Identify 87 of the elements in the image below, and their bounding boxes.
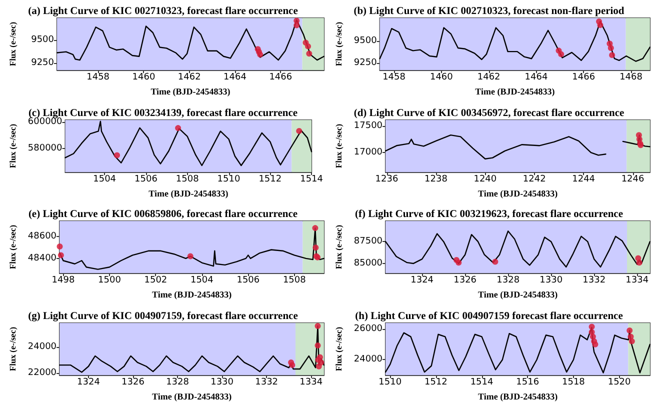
x-tick-label: 1510 (378, 377, 402, 388)
x-tick-label: 1324 (77, 377, 100, 388)
x-tick-label: 1510 (217, 174, 240, 184)
x-tick-label: 1516 (516, 377, 540, 388)
y-tick-label: 48400 (28, 253, 57, 264)
x-tick-label: 1498 (52, 276, 75, 286)
x-tick-label: 1502 (144, 276, 168, 286)
x-tick-label: 1508 (176, 174, 200, 184)
x-axis-title: Time (BJD-2454833) (152, 290, 232, 300)
y-tick-label: 24000 (28, 341, 57, 352)
y-axis-title: Flux (e-/sec) (8, 22, 18, 66)
x-tick-label: 1504 (93, 174, 116, 184)
x-axis-title: Time (BJD-2454833) (152, 391, 232, 401)
x-tick-label: 1464 (524, 72, 548, 83)
x-tick-label: 1332 (582, 276, 606, 286)
y-axis-title: Flux (e-/sec) (334, 123, 344, 168)
chart-title: (b) Light Curve of KIC 002710323, forecast non-flare period (354, 6, 624, 17)
x-tick-label: 1462 (477, 72, 500, 83)
x-tick-label: 1464 (224, 72, 247, 83)
x-tick-label: 1330 (540, 276, 563, 286)
y-tick-label: 580000 (28, 142, 63, 153)
x-tick-label: 1512 (258, 174, 282, 184)
y-tick-label: 9500 (354, 36, 378, 46)
x-tick-label: 1244 (572, 174, 596, 184)
x-axis-title: Time (BJD-2454833) (478, 188, 558, 198)
y-tick-label: 17000 (354, 147, 383, 158)
x-tick-label: 1506 (236, 276, 260, 286)
y-tick-label: 87500 (354, 236, 383, 247)
x-tick-label: 1460 (132, 72, 156, 83)
x-tick-label: 1508 (282, 276, 306, 286)
x-tick-label: 1334 (300, 377, 323, 388)
x-tick-label: 1330 (210, 377, 234, 388)
x-tick-label: 1240 (474, 174, 497, 184)
x-tick-label: 1466 (269, 72, 292, 83)
y-tick-label: 600000 (28, 116, 63, 126)
x-tick-label: 1326 (454, 276, 477, 286)
x-tick-label: 1520 (608, 377, 632, 388)
x-tick-label: 1334 (626, 276, 649, 286)
x-tick-label: 1242 (522, 174, 546, 184)
x-tick-label: 1518 (562, 377, 586, 388)
chart-title: (a) Light Curve of KIC 002710323, forecast flare occurrence (28, 6, 298, 17)
x-axis-title: Time (BJD-2454833) (475, 86, 555, 96)
chart-title: (h) Light Curve of KIC 004907159 forecast flare occurrence (355, 310, 624, 322)
x-tick-label: 1500 (98, 276, 122, 286)
x-tick-label: 1468 (620, 72, 643, 83)
y-tick-label: 85000 (354, 258, 383, 268)
y-tick-label: 9250 (354, 58, 378, 68)
x-tick-label: 1332 (255, 377, 278, 388)
chart-title: (c) Light Curve of KIC 003234139, forecast flare occurrence (28, 108, 298, 118)
y-axis-title: Flux (e-/sec) (334, 326, 344, 371)
x-tick-label: 1466 (572, 72, 596, 83)
x-tick-label: 1328 (166, 377, 190, 388)
y-tick-label: 9250 (31, 58, 54, 68)
y-tick-label: 9500 (31, 34, 54, 45)
y-axis-title: Flux (e-/sec) (334, 224, 344, 270)
x-axis-title: Time (BJD-2454833) (150, 86, 230, 96)
x-tick-label: 1460 (430, 72, 454, 83)
x-axis-title: Time (BJD-2454833) (478, 391, 558, 401)
y-tick-label: 22000 (28, 367, 57, 378)
y-tick-label: 24000 (354, 354, 383, 364)
x-tick-label: 1514 (300, 174, 324, 184)
x-tick-label: 1504 (190, 276, 214, 286)
y-tick-label: 48600 (28, 232, 57, 242)
x-tick-label: 1458 (86, 72, 110, 83)
y-tick-label: 17500 (354, 120, 383, 131)
chart-title: (f) Light Curve of KIC 003219623, forecast flare occurrence (355, 209, 624, 220)
x-tick-label: 1246 (621, 174, 645, 184)
x-tick-label: 1328 (496, 276, 520, 286)
x-axis-title: Time (BJD-2454833) (478, 290, 558, 300)
x-tick-label: 1324 (410, 276, 434, 286)
chart-title: (g) Light Curve of KIC 004907159, forecast flare occurrence (28, 310, 298, 322)
y-axis-title: Flux (e-/sec) (334, 22, 344, 66)
x-tick-label: 1326 (122, 377, 145, 388)
x-tick-label: 1462 (178, 72, 201, 83)
x-tick-label: 1514 (470, 377, 494, 388)
x-tick-label: 1512 (424, 377, 448, 388)
chart-title: (d) Light Curve of KIC 003456972, forecast flare occurrence (354, 108, 624, 118)
x-tick-label: 1506 (134, 174, 158, 184)
y-tick-label: 26000 (354, 323, 383, 334)
x-tick-label: 1238 (424, 174, 448, 184)
y-axis-title: Flux (e-/sec) (8, 123, 18, 168)
y-axis-title: Flux (e-/sec) (8, 326, 18, 371)
x-tick-label: 1236 (375, 174, 398, 184)
x-tick-label: 1458 (382, 72, 406, 83)
x-axis-title: Time (BJD-2454833) (148, 188, 228, 198)
chart-title: (e) Light Curve of KIC 006859806, forecast flare occurrence (28, 209, 298, 220)
y-axis-title: Flux (e-/sec) (8, 224, 18, 270)
